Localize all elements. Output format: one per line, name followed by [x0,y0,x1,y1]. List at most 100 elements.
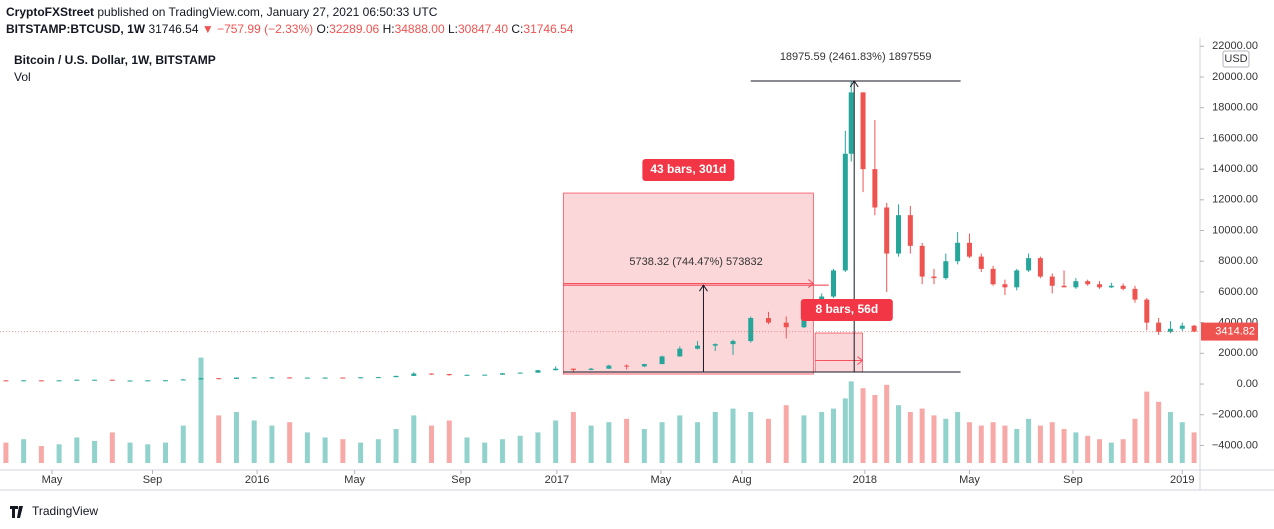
candle-body [304,377,310,379]
volume-bar [588,425,594,463]
volume-bar [1049,422,1055,463]
candle-body [1167,328,1173,332]
y-tick-label: 16000.00 [1212,132,1258,144]
volume-bar [251,420,257,463]
plot: 5738.32 (744.47%) 573832 18975.59 (2461.8… [0,51,1200,463]
y-tick-label: 20000.00 [1212,71,1258,83]
volume-bar [269,425,275,463]
candle-body [553,368,559,371]
x-tick-label: 2018 [853,474,877,486]
candle-body [955,242,961,262]
candle-body [943,261,949,279]
candle-body [429,373,435,375]
candle-body [56,380,62,382]
volume-bar [304,432,310,463]
volume-bar [180,425,186,463]
candle-body [695,345,701,349]
price-range-arrowhead [699,284,708,292]
volume-bar [624,418,630,463]
candle-body [393,375,399,378]
volume-bar [198,357,204,463]
volume-bar [606,422,612,463]
candle-body [783,322,789,328]
candle-body [1049,276,1055,286]
candle-body [499,373,505,375]
volume-bar [464,437,470,463]
volume-bar [1132,418,1138,463]
volume-bar [499,439,505,463]
c-label: C: [511,22,523,36]
volume-bar [730,408,736,463]
date-range-arrowhead [808,279,815,288]
date-range-label: 43 bars, 301d [650,162,726,176]
candle-body [570,368,576,370]
volume-bar [919,408,925,463]
volume-bar [1120,439,1126,463]
last-price-box [1201,322,1258,341]
candle-body [1108,285,1114,288]
candle-body [216,378,222,380]
candle-body [730,341,736,345]
volume-bar [765,418,771,463]
volume-bar [38,446,44,463]
y-tick-label: 22000.00 [1212,40,1258,52]
l-label: L: [448,22,458,36]
price-range-arrowhead [849,80,859,88]
volume-bar [1026,418,1032,463]
y-tick-label: 18000.00 [1212,102,1258,114]
symbol: BITSTAMP:BTCUSD, 1W [6,22,146,36]
candle-body [340,377,346,379]
y-tick-label: 12000.00 [1212,194,1258,206]
volume-bar [570,412,576,463]
volume-bar [340,439,346,463]
candle-body [830,270,836,297]
volume-bar [517,435,523,463]
candle-body [358,377,364,379]
candle-body [21,380,27,382]
candle-body [624,365,630,367]
change: ▼ −757.99 (−2.33%) [202,22,313,36]
x-tick-label: Sep [451,474,471,486]
volume-bar [233,412,239,463]
volume-bar [553,420,559,463]
volume-bar [163,442,169,463]
volume-bar [1167,412,1173,463]
x-tick-label: Aug [732,474,752,486]
candle-body [801,316,807,328]
candle-body [896,215,902,254]
candle-body [251,377,257,379]
volume-label: Vol [14,70,31,84]
volume-bar [1061,429,1067,463]
candle-body [322,377,328,379]
candle-body [848,92,854,154]
candle-body [517,372,523,374]
volume-bar [446,420,452,463]
candle-body [163,380,169,382]
volume-bar [287,422,293,463]
volume-bar [931,415,937,463]
candle-body [990,268,996,285]
y-tick-label: 14000.00 [1212,163,1258,175]
volume-bar [907,412,913,463]
volume-bar [712,412,718,463]
candle-body [233,377,239,379]
y-tick-label: 10000.00 [1212,224,1258,236]
candle-body [712,344,718,346]
volume-bar [1002,425,1008,463]
x-tick-label: May [959,474,980,486]
candle-body [677,348,683,357]
candle-body [1191,325,1197,332]
volume-bar [860,388,866,463]
chart-title: Bitcoin / U.S. Dollar, 1W, BITSTAMP [14,53,216,67]
candle-body [1061,285,1067,288]
volume-bar [659,422,665,463]
candle-body [535,370,541,373]
volume-bar [677,415,683,463]
x-tick-label: May [650,474,671,486]
published: published on TradingView.com, January 27… [97,5,437,19]
candle-body [38,380,44,382]
y-tick-label: −4000.00 [1212,439,1258,451]
header-line: CryptoFXStreet published on TradingView.… [6,5,438,19]
candle-body [482,374,488,376]
